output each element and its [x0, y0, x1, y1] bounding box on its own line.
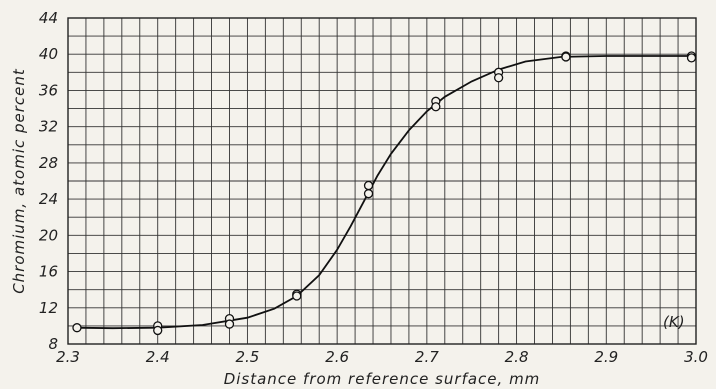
data-points [72, 51, 697, 336]
data-point [153, 325, 163, 336]
data-point [224, 319, 235, 329]
fitted-curve [72, 55, 696, 330]
annotation-label: (K) [663, 313, 685, 331]
y-tick-label: 8 [48, 335, 58, 353]
x-tick-label: 2.7 [415, 348, 439, 366]
grid [67, 17, 697, 345]
y-axis-label: Chromium, atomic percent [10, 68, 28, 294]
y-tick-label: 44 [39, 9, 58, 27]
y-tick-label: 40 [39, 45, 58, 63]
y-tick-label: 12 [39, 299, 58, 317]
x-tick-label: 2.4 [146, 348, 170, 366]
x-tick-label: 2.6 [325, 348, 349, 366]
tick-labels: 2.3 2.4 2.5 2.6 2.7 2.8 2.9 3.0 8 12 16 20 24 28 32 36 4… [39, 9, 708, 366]
y-tick-label: 16 [39, 263, 58, 281]
x-tick-label: 3.0 [684, 348, 708, 366]
y-tick-label: 32 [39, 118, 58, 136]
x-tick-label: 2.3 [56, 348, 80, 366]
data-point [493, 73, 504, 83]
y-tick-label: 28 [39, 154, 58, 172]
y-tick-label: 36 [39, 81, 58, 99]
x-axis-label: Distance from reference surface, mm [224, 370, 541, 388]
y-tick-label: 24 [39, 190, 58, 208]
data-point [363, 180, 374, 191]
y-tick-label: 20 [39, 226, 58, 244]
data-point [686, 53, 697, 63]
data-point [363, 189, 374, 199]
x-tick-label: 2.5 [235, 348, 259, 366]
data-point [431, 102, 441, 112]
x-tick-label: 2.9 [594, 348, 618, 366]
plot-frame [67, 17, 697, 345]
data-point [561, 52, 571, 62]
data-point [72, 323, 82, 333]
x-tick-label: 2.8 [505, 348, 529, 366]
data-point [292, 291, 302, 301]
